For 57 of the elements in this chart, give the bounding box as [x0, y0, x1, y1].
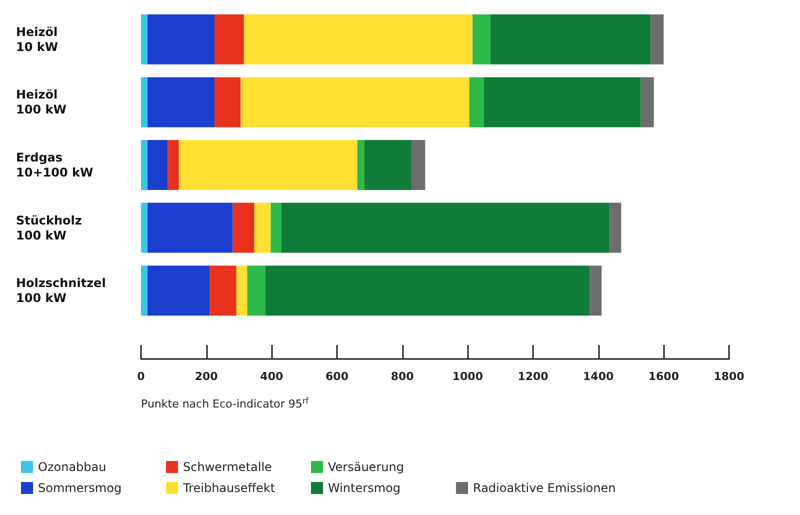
bar	[236, 266, 248, 316]
x-tick-label: 800	[390, 370, 414, 383]
bar	[490, 14, 651, 64]
bar	[364, 140, 412, 190]
legend-label: Wintersmog	[328, 481, 400, 495]
bar	[141, 77, 148, 128]
bar	[214, 77, 241, 128]
bar	[270, 202, 282, 253]
bar	[141, 266, 148, 316]
x-tick-label: 1600	[648, 370, 680, 383]
legend-label: Radioaktive Emissionen	[473, 481, 616, 495]
bar	[232, 202, 254, 253]
y-tick-label: Holzschnitzel 100 kW	[16, 276, 106, 306]
bar	[214, 14, 244, 64]
x-tick-label: 400	[260, 370, 284, 383]
legend-label: Schwermetalle	[183, 460, 272, 474]
y-tick-label: Stückholz 100 kW	[16, 213, 82, 242]
y-tick-label: Heizöl 100 kW	[16, 88, 66, 117]
bar	[484, 77, 641, 128]
bar	[411, 140, 426, 190]
bar	[265, 266, 590, 316]
legend-label: Sommersmog	[38, 481, 122, 495]
bar	[148, 202, 233, 253]
bar	[141, 140, 148, 190]
legend-label: Treibhauseffekt	[182, 481, 276, 495]
bar	[357, 140, 364, 190]
x-tick-label: 200	[194, 370, 218, 383]
bar	[240, 77, 470, 128]
x-tick-label: 1400	[583, 370, 614, 383]
bar	[148, 266, 210, 316]
bar	[640, 77, 654, 128]
bar	[148, 77, 214, 128]
bar	[168, 140, 179, 190]
y-tick-label: Erdgas 10+100 kW	[16, 150, 94, 180]
bar	[610, 202, 622, 253]
bar	[469, 77, 484, 128]
bar	[148, 14, 214, 64]
legend-label: Ozonabbau	[38, 460, 106, 474]
y-tick-label: Heizöl 10 kW	[16, 24, 58, 54]
bar	[141, 14, 148, 64]
bar	[254, 202, 271, 253]
bar	[590, 266, 602, 316]
x-tick-label: 600	[326, 370, 349, 383]
x-tick-label: 0	[137, 370, 146, 383]
bar	[178, 140, 358, 190]
bar	[281, 202, 610, 253]
bar	[244, 14, 473, 64]
legend-label: Versäuerung	[328, 460, 404, 474]
x-tick-label: 1800	[714, 370, 745, 383]
bar	[247, 266, 266, 316]
bar	[141, 202, 148, 253]
bar	[148, 140, 168, 190]
bar	[650, 14, 664, 64]
bar	[210, 266, 236, 316]
x-tick-label: 1000	[452, 370, 484, 383]
bar	[472, 14, 491, 64]
x-tick-label: 1200	[518, 370, 549, 383]
